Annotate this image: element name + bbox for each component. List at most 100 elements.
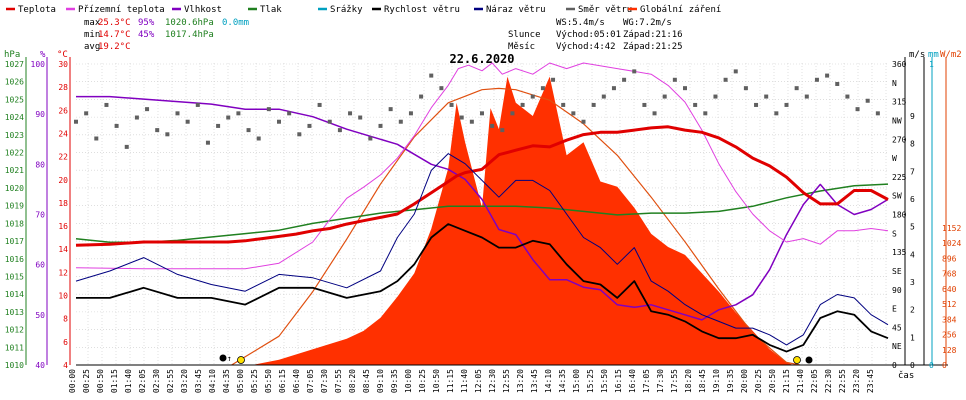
stats-block: max 25.3°C 95% 1020.6hPa 0.0mm min 14.7°… — [84, 18, 249, 52]
x-tick-label: 00:25 — [82, 369, 91, 393]
pct-tick-label: 100 — [31, 60, 46, 69]
degc-tick-label: 10 — [58, 292, 68, 301]
info-sunrise: Východ:05:01 — [556, 30, 621, 40]
wind-direction-point — [469, 119, 474, 124]
x-tick-label: 15:00 — [572, 369, 581, 393]
dir-tick-label: 135 — [892, 248, 907, 257]
ms-tick-label: 6 — [910, 195, 915, 204]
hpa-tick-label: 1021 — [5, 166, 24, 175]
degc-tick-label: 24 — [58, 129, 68, 138]
wind-direction-point — [500, 128, 505, 133]
wind-direction-point — [104, 102, 109, 107]
legend-label: Vlhkost — [184, 5, 222, 15]
rad-tick-label: 128 — [942, 346, 957, 355]
wind-direction-point — [632, 69, 637, 74]
wind-direction-point — [733, 69, 738, 74]
x-tick-label: 03:45 — [194, 369, 203, 393]
rad-tick-label: 768 — [942, 270, 957, 279]
dir-tick-label: S — [892, 229, 897, 238]
x-tick-label: 12:30 — [488, 369, 497, 393]
hpa-tick-label: 1017 — [5, 237, 24, 246]
axis-unit-hpa: hPa — [4, 50, 20, 60]
info-wg: WG:7.2m/s — [623, 18, 672, 28]
wind-direction-point — [642, 102, 647, 107]
hpa-tick-label: 1023 — [5, 131, 24, 140]
pct-tick-label: 50 — [35, 311, 45, 320]
x-tick-label: 12:05 — [474, 369, 483, 393]
pct-tick-label: 40 — [35, 361, 45, 370]
dir-tick-label: NE — [892, 342, 902, 351]
hpa-tick-label: 1014 — [5, 290, 24, 299]
moonrise-arrow-icon: ↑ — [227, 354, 232, 363]
wind-direction-point — [693, 102, 698, 107]
series-line-p-zemn-teplota — [75, 62, 889, 270]
stat-min-hum: 45% — [138, 30, 155, 40]
wind-direction-point — [754, 102, 759, 107]
chart-title: 22.6.2020 — [449, 52, 514, 66]
wind-direction-point — [571, 111, 576, 116]
dir-tick-label: 0 — [892, 361, 897, 370]
series-line-tlak — [75, 183, 889, 243]
wind-direction-point — [561, 102, 566, 107]
degc-tick-label: 16 — [58, 222, 68, 231]
x-tick-label: 20:25 — [754, 369, 763, 393]
hpa-tick-label: 1020 — [5, 184, 24, 193]
x-tick-label: 12:55 — [502, 369, 511, 393]
mm-tick-label: 0 — [929, 361, 934, 370]
x-tick-label: 04:10 — [208, 369, 217, 393]
rad-tick-label: 640 — [942, 285, 957, 294]
x-tick-label: 07:30 — [320, 369, 329, 393]
stat-avg-label: avg — [84, 42, 100, 52]
x-tick-label: 16:40 — [628, 369, 637, 393]
sunset-icon — [793, 356, 801, 364]
info-moonset: Západ:21:25 — [623, 42, 683, 52]
degc-tick-label: 30 — [58, 60, 68, 69]
degc-tick-label: 26 — [58, 106, 68, 115]
wind-direction-point — [358, 115, 363, 120]
x-tick-label: 01:15 — [110, 369, 119, 393]
x-tick-label: 15:25 — [586, 369, 595, 393]
x-tick-label: 21:40 — [796, 369, 805, 393]
wind-direction-point — [480, 111, 484, 116]
wind-direction-point — [875, 111, 880, 116]
x-tick-label: 14:10 — [544, 369, 553, 393]
rad-tick-label: 1024 — [942, 239, 961, 248]
dir-tick-label: NW — [892, 116, 902, 125]
wind-direction-point — [216, 123, 221, 128]
hpa-tick-label: 1019 — [5, 202, 24, 211]
wind-direction-point — [540, 86, 545, 91]
degc-tick-label: 6 — [63, 338, 68, 347]
degc-tick-label: 4 — [63, 361, 68, 370]
dir-tick-label: N — [892, 79, 897, 88]
ms-tick-label: 8 — [910, 140, 915, 149]
wind-direction-point — [155, 128, 160, 133]
hpa-tick-label: 1022 — [5, 149, 24, 158]
wind-direction-point — [256, 136, 261, 141]
info-ws: WS:5.4m/s — [556, 18, 605, 28]
sun-moon-markers: ↑ — [219, 354, 813, 364]
x-tick-labels: 00:00 00:25 00:50 01:15 01:40 02:05 02:30 02:55… — [68, 369, 875, 393]
stat-min-label: min — [84, 30, 100, 40]
rad-tick-label: 384 — [942, 315, 957, 324]
wind-direction-point — [449, 102, 454, 107]
degc-tick-label: 8 — [63, 315, 68, 324]
x-tick-label: 06:15 — [278, 369, 287, 393]
wind-direction-point — [490, 123, 495, 128]
dir-tick-label: W — [892, 154, 897, 163]
series-line-rychlost-v-tru — [76, 223, 889, 353]
wind-direction-point — [74, 119, 78, 124]
x-tick-label: 17:05 — [642, 369, 651, 393]
ms-tick-label: 4 — [910, 250, 915, 259]
wind-direction-point — [814, 77, 819, 82]
pct-tick-label: 70 — [35, 211, 45, 220]
rad-tick-label: 1152 — [942, 224, 961, 233]
x-tick-label: 16:15 — [614, 369, 623, 393]
ms-tick-label: 1 — [910, 333, 915, 342]
wind-direction-point — [551, 77, 556, 82]
wind-direction-point — [591, 102, 596, 107]
x-tick-label: 06:40 — [292, 369, 301, 393]
stat-avg-temp: 19.2°C — [98, 42, 131, 52]
legend: Teplota Přízemní teplota Vlhkost Tlak Srážky… — [6, 5, 721, 15]
dir-tick-label: E — [892, 305, 897, 314]
wind-direction-point — [510, 111, 515, 116]
